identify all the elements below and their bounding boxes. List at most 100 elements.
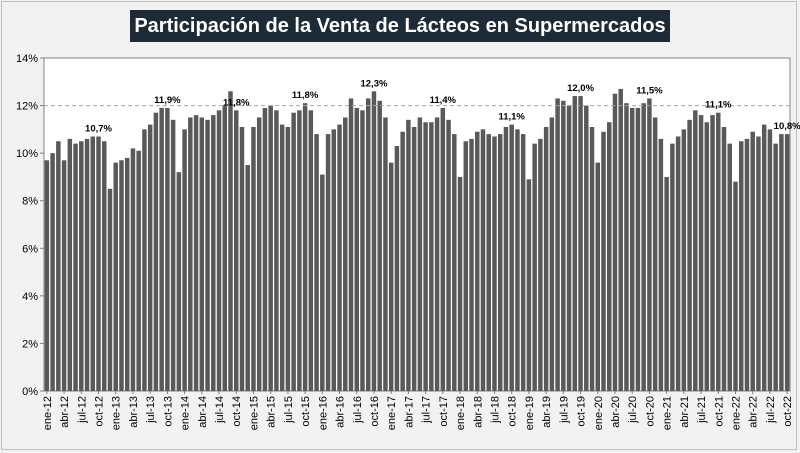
bar-mar-20 <box>607 122 612 391</box>
bar-nov-12 <box>102 141 107 391</box>
bar-jul-21 <box>698 115 704 391</box>
bar-jun-22 <box>761 124 767 391</box>
bar-jul-14 <box>216 110 222 391</box>
bar-oct-17 <box>440 107 446 391</box>
bar-ene-19 <box>526 179 532 391</box>
bar-ene-16 <box>320 174 325 391</box>
bar-feb-16 <box>325 134 331 392</box>
x-tick-label-abr-19: abr-19 <box>541 396 553 428</box>
data-label-oct-22: 10,8% <box>774 121 800 132</box>
y-tick-label: 8% <box>22 196 38 208</box>
x-axis: ene-12 abr-12 jul-12 oct-12 ene-13 abr-13 jul-… <box>42 391 794 430</box>
x-tick-label-ene-12: ene-12 <box>42 396 54 430</box>
bar-jun-13 <box>142 129 147 392</box>
x-tick-label-oct-18: oct-18 <box>507 396 519 427</box>
bar-oct-22 <box>784 134 790 392</box>
bar-nov-19 <box>584 105 589 391</box>
bar-may-22 <box>756 136 761 391</box>
bar-oct-18 <box>509 124 514 391</box>
data-label-oct-20: 11,5% <box>636 85 663 96</box>
bar-jul-20 <box>629 107 635 391</box>
bar-sep-14 <box>228 91 233 392</box>
bar-dic-20 <box>658 138 664 391</box>
bar-ene-18 <box>457 176 463 391</box>
x-tick-label-abr-12: abr-12 <box>59 396 71 428</box>
bar-jul-22 <box>767 129 773 392</box>
bar-abr-21 <box>681 129 687 392</box>
bar-jul-19 <box>561 100 566 391</box>
bar-may-19 <box>549 117 555 392</box>
bar-feb-21 <box>670 143 675 391</box>
x-tick-label-ene-22: ene-22 <box>730 396 742 430</box>
bar-oct-19 <box>578 96 583 391</box>
bar-feb-12 <box>50 153 55 391</box>
bar-abr-14 <box>199 117 205 392</box>
bar-abr-20 <box>612 93 618 392</box>
bar-jul-15 <box>285 126 291 391</box>
bar-nov-21 <box>721 126 727 391</box>
bar-ago-18 <box>497 134 503 392</box>
bar-may-17 <box>411 126 417 391</box>
bar-dic-18 <box>520 134 526 392</box>
bar-ene-12 <box>44 160 50 391</box>
bar-mar-13 <box>124 157 130 391</box>
bar-sep-16 <box>365 98 371 391</box>
bar-feb-19 <box>532 143 537 391</box>
y-tick-label: 2% <box>22 338 38 350</box>
bar-sep-20 <box>641 103 646 391</box>
bar-may-15 <box>274 110 279 391</box>
bar-feb-15 <box>256 117 262 392</box>
bar-may-18 <box>480 129 486 392</box>
bar-jul-13 <box>147 124 153 391</box>
bar-sep-18 <box>503 126 509 391</box>
bar-nov-20 <box>652 117 658 392</box>
bar-jun-14 <box>211 115 216 391</box>
bar-mar-15 <box>262 107 268 391</box>
bar-feb-13 <box>119 160 124 391</box>
data-label-oct-17: 11,4% <box>430 95 457 106</box>
bar-mar-18 <box>469 138 474 391</box>
bar-ago-21 <box>704 122 710 391</box>
bar-may-21 <box>687 119 692 391</box>
x-tick-label-ene-18: ene-18 <box>455 396 467 430</box>
bar-oct-21 <box>716 112 721 392</box>
x-tick-label-jul-14: jul-14 <box>214 396 226 424</box>
bar-abr-19 <box>543 126 549 391</box>
x-tick-label-oct-22: oct-22 <box>782 396 794 427</box>
bar-may-12 <box>67 138 73 391</box>
bar-oct-15 <box>302 103 308 391</box>
bar-abr-22 <box>750 131 755 392</box>
bar-nov-17 <box>446 119 451 391</box>
x-tick-label-jul-19: jul-19 <box>558 396 570 424</box>
x-tick-label-abr-21: abr-21 <box>679 396 691 428</box>
bar-dic-12 <box>107 188 113 391</box>
bar-ago-17 <box>429 122 434 391</box>
y-tick-label: 12% <box>16 101 38 113</box>
bar-abr-15 <box>268 105 273 391</box>
y-tick-label: 6% <box>22 243 38 255</box>
bar-dic-14 <box>245 165 250 391</box>
bar-nov-15 <box>308 110 314 391</box>
bar-ene-17 <box>388 162 394 391</box>
bar-ago-20 <box>635 107 641 391</box>
bar-ene-22 <box>733 181 738 391</box>
bar-jun-15 <box>279 124 285 391</box>
bar-ago-19 <box>566 105 572 391</box>
bar-ene-13 <box>113 162 118 391</box>
bar-feb-18 <box>463 141 469 391</box>
bars-group <box>44 88 790 392</box>
bar-ago-16 <box>360 110 365 391</box>
bar-oct-20 <box>647 98 652 391</box>
bar-abr-12 <box>61 160 67 391</box>
data-labels: 10,7% 11,9% 11,8% 11,8% 12,3% 11,4% 11,1% 12,0%… <box>85 78 800 134</box>
x-tick-label-oct-17: oct-17 <box>438 396 450 427</box>
y-tick-label: 14% <box>16 53 38 65</box>
bar-oct-12 <box>96 136 101 391</box>
y-tick-label: 4% <box>22 291 38 303</box>
bar-mar-19 <box>538 138 543 391</box>
y-tick-label: 10% <box>16 148 38 160</box>
x-tick-label-ene-14: ene-14 <box>180 396 192 430</box>
x-tick-label-ene-21: ene-21 <box>662 396 674 430</box>
x-tick-label-jul-15: jul-15 <box>283 396 295 424</box>
